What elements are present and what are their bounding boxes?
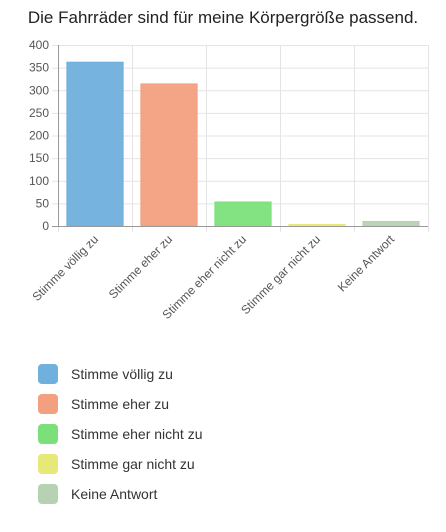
legend-label: Stimme völlig zu <box>71 366 173 382</box>
x-tick-label: Stimme völlig zu <box>29 232 101 304</box>
x-tick-label: Keine Antwort <box>335 232 398 295</box>
x-tick-label: Stimme gar nicht zu <box>238 232 323 317</box>
y-tick-label: 200 <box>29 129 49 143</box>
legend-swatch <box>38 394 58 414</box>
legend-item: Keine Antwort <box>38 484 203 504</box>
legend-item: Stimme völlig zu <box>38 364 203 384</box>
y-tick-label: 150 <box>29 151 49 165</box>
y-tick-label: 100 <box>29 174 49 188</box>
chart-legend: Stimme völlig zu Stimme eher zu Stimme ehe… <box>38 364 203 514</box>
x-tick-label: Stimme eher nicht zu <box>160 232 250 322</box>
bar <box>214 201 272 227</box>
y-tick-label: 400 <box>29 38 49 52</box>
bar <box>288 224 346 227</box>
legend-item: Stimme eher nicht zu <box>38 424 203 444</box>
legend-swatch <box>38 484 58 504</box>
legend-swatch <box>38 364 58 384</box>
legend-swatch <box>38 454 58 474</box>
legend-item: Stimme eher zu <box>38 394 203 414</box>
x-tick-label: Stimme eher zu <box>106 232 175 301</box>
y-tick-label: 300 <box>29 83 49 97</box>
y-tick-label: 350 <box>29 61 49 75</box>
bar-chart: 0 50 100 150 200 250 300 350 400 Stimme völlig zu… <box>29 38 429 322</box>
legend-item: Stimme gar nicht zu <box>38 454 203 474</box>
y-tick-label: 250 <box>29 106 49 120</box>
bar <box>140 83 198 227</box>
legend-label: Stimme eher zu <box>71 396 170 412</box>
legend-swatch <box>38 424 58 444</box>
y-tick-label: 0 <box>42 219 49 233</box>
chart-title: Die Fahrräder sind für meine Körpergröße… <box>27 8 419 27</box>
bar <box>66 61 124 227</box>
bar <box>362 220 420 227</box>
legend-label: Stimme gar nicht zu <box>71 456 195 472</box>
y-tick-label: 50 <box>36 196 50 210</box>
legend-label: Stimme eher nicht zu <box>71 426 203 442</box>
legend-label: Keine Antwort <box>71 486 158 502</box>
